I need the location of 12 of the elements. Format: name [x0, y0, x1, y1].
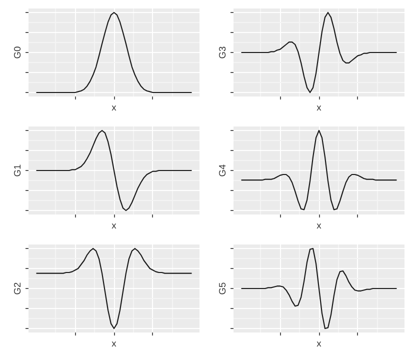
y-axis-title: G3 [218, 46, 228, 59]
y-axis-title: G1 [12, 164, 22, 177]
y-axis-title: G2 [12, 282, 22, 295]
x-axis-title: x [316, 220, 322, 230]
x-axis-title: x [112, 220, 117, 230]
x-axis-title: x [112, 338, 117, 348]
x-axis-title: x [316, 338, 322, 348]
y-axis-title: G4 [218, 164, 228, 177]
y-axis-title: G5 [218, 282, 228, 295]
x-axis-title: x [112, 102, 117, 112]
x-axis-title: x [316, 102, 322, 112]
y-axis-title: G0 [12, 46, 22, 59]
